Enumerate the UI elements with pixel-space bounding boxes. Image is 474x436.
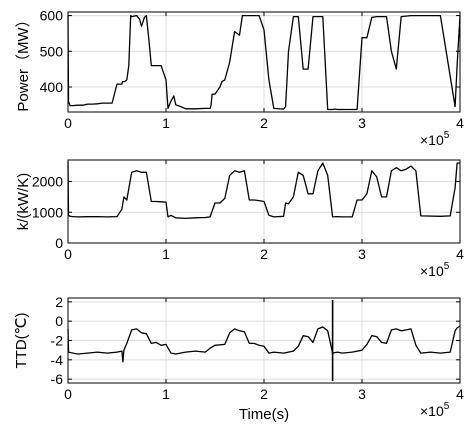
series-line <box>67 14 461 111</box>
x-exponent-label: ×105 <box>420 261 450 279</box>
x-exponent-base: ×10 <box>420 263 444 279</box>
series-line <box>67 161 460 220</box>
x-axis-label: Time(s) <box>239 406 289 423</box>
y-tick-label: 500 <box>40 43 64 59</box>
y-axis-label: k/(kW/K) <box>15 173 32 231</box>
x-tick-label: 1 <box>162 115 170 131</box>
y-axis-label: Power（MW） <box>15 12 32 111</box>
y-tick-label: -4 <box>51 352 64 368</box>
series-line <box>67 325 461 363</box>
x-tick-label: 0 <box>64 246 72 262</box>
y-tick-label: 0 <box>55 313 63 329</box>
y-tick-label: 2000 <box>32 174 63 190</box>
x-tick-label: 2 <box>260 115 268 131</box>
x-exponent-label: ×105 <box>420 401 450 419</box>
x-tick-label: 0 <box>64 115 72 131</box>
y-tick-label: -6 <box>51 371 64 387</box>
heat-transfer-coefficient-panel: 0 1 2 3 4 0 1000 2000 ×105 k/(kW/K) <box>15 159 464 279</box>
x-exponent-base: ×10 <box>420 403 444 419</box>
x-tick-label: 4 <box>456 115 464 131</box>
y-tick-label: 2 <box>55 294 63 310</box>
ttd-panel: 0 1 2 3 4 -6 -4 -2 0 2 ×105 TTD(℃) Time(s) <box>13 294 464 423</box>
x-tick-label: 3 <box>358 246 366 262</box>
x-tick-label: 4 <box>456 246 464 262</box>
x-exponent-label: ×105 <box>420 130 450 148</box>
x-exponent-base: ×10 <box>420 132 444 148</box>
y-tick-label: 600 <box>40 8 64 24</box>
x-tick-label: 1 <box>162 386 170 402</box>
y-tick-label: 1000 <box>32 204 63 220</box>
x-exponent-power: 5 <box>444 130 450 141</box>
x-exponent-power: 5 <box>444 261 450 272</box>
x-exponent-power: 5 <box>444 401 450 412</box>
x-tick-label: 4 <box>456 386 464 402</box>
y-axis-label: TTD(℃) <box>13 313 30 369</box>
x-tick-label: 3 <box>358 386 366 402</box>
x-tick-label: 2 <box>260 386 268 402</box>
x-tick-label: 1 <box>162 246 170 262</box>
y-tick-label: -2 <box>51 333 64 349</box>
power-panel: 0 1 2 3 4 400 500 600 ×105 Power（MW） <box>15 8 464 148</box>
y-tick-label: 0 <box>55 235 63 251</box>
x-tick-label: 0 <box>64 386 72 402</box>
y-tick-label: 400 <box>40 79 64 95</box>
x-tick-label: 3 <box>358 115 366 131</box>
x-tick-label: 2 <box>260 246 268 262</box>
